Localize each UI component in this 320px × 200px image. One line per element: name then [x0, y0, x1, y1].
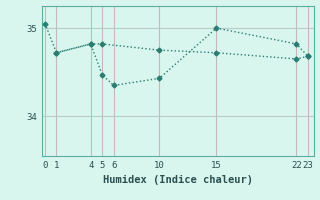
X-axis label: Humidex (Indice chaleur): Humidex (Indice chaleur) — [103, 175, 252, 185]
